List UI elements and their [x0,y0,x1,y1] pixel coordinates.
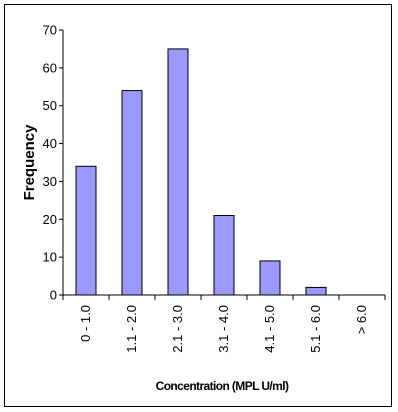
y-axis-ticks: 0 10 20 30 40 50 60 70 [43,23,63,303]
y-tick-label: 20 [43,212,57,227]
x-category-label: 5.1 - 6.0 [308,305,323,353]
bar [213,215,235,296]
x-axis-title: Concentration (MPL U/ml) [156,379,289,393]
x-category-label: 1.1 - 2.0 [124,305,139,353]
bar [305,286,327,296]
y-tick-label: 40 [43,136,57,151]
bar [121,90,143,296]
chart-frame [4,4,392,407]
x-category-label: > 6.0 [354,305,369,334]
x-category-label: 2.1 - 3.0 [170,305,185,353]
y-axis-title: Frequency [21,124,38,201]
y-tick-label: 70 [43,23,57,38]
x-category-label: 3.1 - 4.0 [216,305,231,353]
y-tick-label: 50 [43,98,57,113]
y-tick-label: 60 [43,60,57,75]
y-tick-label: 0 [50,288,57,303]
bar [259,260,281,296]
bar [167,48,189,296]
y-tick-label: 10 [43,250,57,265]
bars [75,48,327,296]
x-axis-ticks: 0 - 1.0 1.1 - 2.0 2.1 - 3.0 3.1 - 4.0 4.1 - … [62,295,386,353]
y-tick-label: 30 [43,174,57,189]
x-category-label: 0 - 1.0 [78,305,93,342]
bar [75,165,97,296]
x-category-label: 4.1 - 5.0 [262,305,277,353]
